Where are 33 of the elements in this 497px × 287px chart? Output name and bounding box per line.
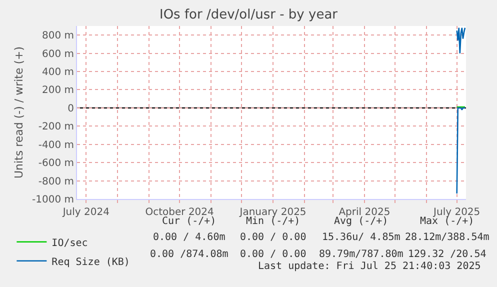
text: 89.79m/787.80m [319, 249, 404, 260]
x-tick-label: July 2024 [62, 207, 110, 218]
line-series [456, 27, 466, 54]
x-tick-label: October 2024 [145, 207, 214, 218]
y-tick-label: 0 [68, 103, 74, 114]
x-tick-label: January 2025 [238, 207, 306, 218]
text: 0.00 / 0.00 [240, 249, 306, 260]
y-tick-label: -400 m [38, 140, 74, 151]
legend-label: Req Size (KB) [52, 256, 130, 268]
text: 15.36u/ 4.85m [322, 232, 400, 243]
text: Avg (-/+) [334, 216, 388, 227]
text: 28.12m/388.54m [405, 232, 490, 243]
y-tick-label: 600 m [42, 48, 74, 60]
text: Last update: Fri Jul 25 21:40:03 2025 [258, 261, 481, 272]
y-tick-label: 400 m [42, 67, 74, 78]
y-tick-label: -200 m [38, 122, 74, 133]
text: 0.00 / 4.60m [153, 232, 226, 243]
y-tick-label: 200 m [42, 85, 74, 96]
y-tick-label: -800 m [38, 176, 74, 188]
y-tick-label: 800 m [42, 30, 74, 42]
legend-label: IO/sec [52, 238, 88, 249]
y-axis-title: Units read (-) / write (+) [12, 46, 26, 179]
text: 0.00 /874.08m [150, 249, 228, 260]
text: 129.32 /20.54 [408, 249, 486, 260]
text: Min (-/+) [246, 216, 300, 227]
text: 0.00 / 0.00 [240, 232, 306, 243]
y-tick-label: -1000 m [32, 194, 74, 206]
text: Max (-/+) [420, 216, 474, 227]
chart-title: IOs for /dev/ol/usr - by year [159, 8, 338, 23]
x-tick-label: July 2025 [432, 207, 480, 218]
x-tick-label: April 2025 [338, 207, 390, 218]
y-tick-label: -600 m [38, 158, 74, 170]
text: Cur (-/+) [162, 216, 216, 227]
